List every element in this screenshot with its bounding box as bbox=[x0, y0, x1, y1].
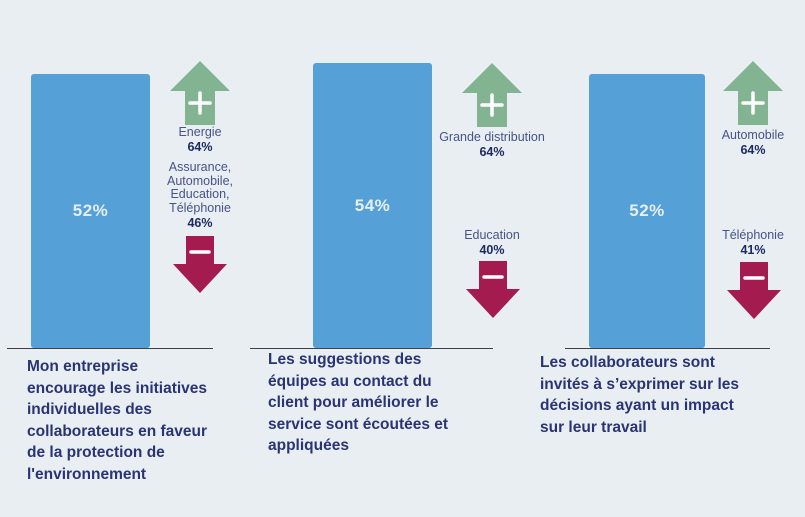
lowest-sector-value: 40% bbox=[479, 243, 505, 257]
plus-icon bbox=[188, 91, 212, 115]
lowest-sector-label: Assurance, Automobile, Education, Téléph… bbox=[166, 160, 233, 215]
arrow-up-icon bbox=[462, 63, 522, 127]
arrow-down-icon bbox=[173, 236, 227, 293]
arrow-up-icon bbox=[170, 61, 230, 125]
bar-3: 52% bbox=[589, 74, 705, 348]
bar-1-value-label: 52% bbox=[72, 201, 109, 220]
lowest-sector-value: 46% bbox=[187, 216, 213, 230]
arrow-down-icon bbox=[466, 261, 520, 318]
statement-caption: Les collaborateurs sont invités à s’expr… bbox=[540, 354, 740, 436]
highest-sector-label: Automobile bbox=[721, 128, 785, 142]
lowest-sector-label: Education bbox=[464, 228, 520, 242]
axis-baseline bbox=[7, 348, 213, 349]
bar-2: 54% bbox=[313, 63, 432, 348]
highest-sector-label: Energie bbox=[178, 125, 222, 139]
highest-sector-value: 64% bbox=[740, 143, 766, 157]
arrow-up-icon bbox=[723, 61, 783, 125]
plus-icon bbox=[741, 91, 765, 115]
highest-sector-value: 64% bbox=[187, 140, 213, 154]
statement-caption: Les suggestions des équipes au contact d… bbox=[268, 351, 449, 454]
axis-baseline bbox=[250, 348, 493, 349]
axis-baseline bbox=[565, 348, 770, 349]
bar-1: 52% bbox=[31, 74, 150, 348]
lowest-sector-value: 41% bbox=[740, 243, 766, 257]
bar-3-value-label: 52% bbox=[629, 201, 665, 220]
lowest-sector-label: Téléphonie bbox=[722, 228, 784, 242]
statement-caption: Mon entreprise encourage les initiatives… bbox=[27, 358, 208, 483]
highest-sector-label: Grande distribution bbox=[439, 130, 545, 144]
bar-2-value-label: 54% bbox=[354, 195, 391, 215]
plus-icon bbox=[480, 93, 504, 117]
highest-sector-value: 64% bbox=[479, 145, 505, 159]
arrow-down-icon bbox=[727, 262, 781, 319]
